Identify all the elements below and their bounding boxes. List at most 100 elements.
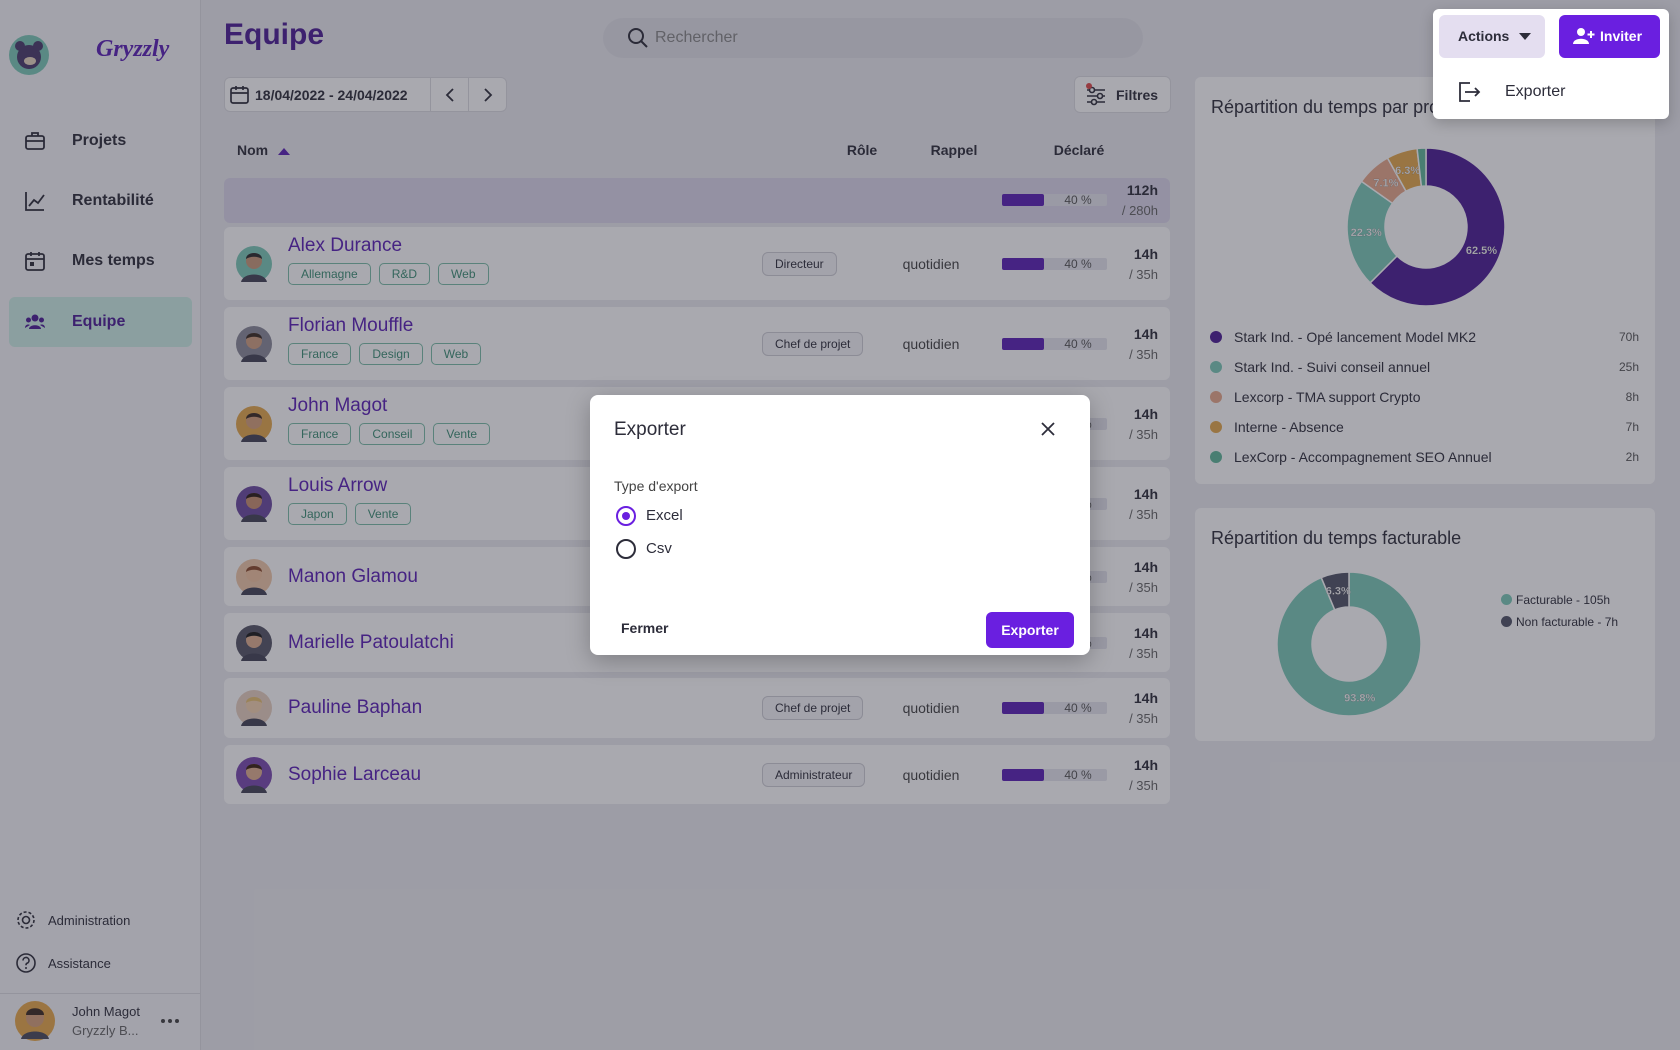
legend-hours: 2h bbox=[1625, 450, 1639, 464]
nav-label: Projets bbox=[72, 132, 127, 149]
tag-list: Japon Vente bbox=[288, 503, 419, 525]
tag-list: Allemagne R&D Web bbox=[288, 263, 497, 285]
footer-label: Assistance bbox=[48, 956, 111, 971]
filters-label: Filtres bbox=[1116, 87, 1159, 103]
member-name[interactable]: Louis Arrow bbox=[288, 475, 388, 496]
chart-title: Répartition du temps par projet bbox=[1211, 97, 1459, 117]
actions-menu: Actions Inviter Exporter bbox=[1433, 9, 1669, 119]
avatar bbox=[236, 405, 272, 442]
legend-dot bbox=[1501, 594, 1512, 605]
actions-button[interactable]: Actions bbox=[1439, 15, 1545, 58]
legend-dot bbox=[1210, 331, 1222, 343]
avatar-hair bbox=[246, 252, 262, 259]
declared: 14h bbox=[1133, 245, 1158, 262]
legend-dot bbox=[1210, 451, 1222, 463]
declared: 14h bbox=[1133, 325, 1158, 342]
progress-label: 40 % bbox=[1064, 336, 1092, 351]
column-header: Rappel bbox=[930, 142, 978, 158]
tag: France bbox=[288, 423, 352, 445]
avatar-hair bbox=[246, 412, 262, 419]
nav-item[interactable]: Equipe bbox=[9, 297, 192, 347]
radio[interactable] bbox=[616, 539, 636, 559]
declared: 14h bbox=[1133, 405, 1158, 422]
capacity: / 35h bbox=[1129, 711, 1158, 726]
capacity: / 35h bbox=[1129, 266, 1158, 282]
prev-button[interactable] bbox=[430, 78, 469, 111]
nav-item[interactable]: Rentabilité bbox=[9, 176, 192, 226]
invite-button[interactable]: Inviter bbox=[1559, 15, 1660, 58]
legend-label: Non facturable - 7h bbox=[1516, 615, 1619, 629]
avatar bbox=[236, 245, 272, 282]
avatar-body bbox=[241, 354, 267, 362]
radio-label[interactable]: Excel bbox=[646, 507, 683, 524]
progress-track bbox=[1002, 257, 1107, 270]
avatar bbox=[236, 558, 272, 595]
sidebar: Gryzzly Projets Rentabilité Mes temps Eq… bbox=[0, 0, 201, 1050]
member-name[interactable]: Alex Durance bbox=[288, 235, 403, 256]
member-name[interactable]: Pauline Baphan bbox=[288, 697, 423, 718]
column-header[interactable]: Nom bbox=[237, 142, 269, 158]
nav-label: Mes temps bbox=[72, 252, 155, 269]
progress-fill bbox=[1002, 337, 1044, 350]
reminder: quotidien bbox=[902, 766, 960, 783]
icon bbox=[16, 953, 36, 973]
more-button[interactable] bbox=[160, 1016, 180, 1026]
member-name[interactable]: Sophie Larceau bbox=[288, 763, 422, 785]
radio[interactable] bbox=[616, 506, 636, 526]
search-box[interactable]: Rechercher bbox=[603, 18, 1143, 58]
avatar bbox=[236, 624, 272, 661]
column-header: Rôle bbox=[846, 142, 878, 158]
logo bbox=[9, 35, 49, 75]
next-button[interactable] bbox=[468, 78, 507, 111]
capacity: / 35h bbox=[1129, 426, 1158, 442]
search-icon bbox=[628, 28, 648, 48]
member-name[interactable]: John Magot bbox=[288, 395, 388, 416]
tag-list: France Design Web bbox=[288, 343, 489, 365]
radio-label[interactable]: Csv bbox=[646, 540, 672, 557]
role-pill: Administrateur bbox=[762, 762, 866, 787]
progress-fill bbox=[1002, 194, 1044, 206]
date-range[interactable]: 18/04/2022 - 24/04/2022 bbox=[255, 87, 408, 103]
sort-arrow bbox=[278, 148, 290, 155]
avatar-hair bbox=[246, 631, 262, 638]
tag: Web bbox=[430, 343, 482, 365]
avatar-body bbox=[241, 274, 267, 282]
icon bbox=[25, 132, 45, 150]
progress-fill bbox=[1002, 768, 1044, 781]
footer-link[interactable]: Administration bbox=[15, 909, 130, 933]
capacity: / 35h bbox=[1129, 579, 1158, 595]
filters-button[interactable]: Filtres bbox=[1074, 76, 1171, 113]
role-pill: Chef de projet bbox=[762, 696, 864, 720]
submit-button[interactable]: Exporter bbox=[986, 612, 1074, 648]
avatar bbox=[236, 690, 272, 726]
legend-label: Stark Ind. - Suivi conseil annuel bbox=[1234, 359, 1431, 375]
legend-label: Facturable - 105h bbox=[1516, 593, 1611, 607]
close-button[interactable] bbox=[1040, 421, 1056, 437]
nav-item[interactable]: Mes temps bbox=[9, 236, 192, 286]
avatar-hair bbox=[246, 332, 262, 339]
export-modal: Exporter Type d'export Fermer Exporter E… bbox=[590, 395, 1090, 655]
declared: 14h bbox=[1133, 485, 1158, 502]
nav-item[interactable]: Projets bbox=[9, 116, 192, 166]
calendar-icon bbox=[230, 86, 249, 104]
avatar-body bbox=[241, 718, 267, 726]
member-name[interactable]: Manon Glamou bbox=[288, 565, 418, 587]
member-name[interactable]: Marielle Patoulatchi bbox=[288, 631, 454, 653]
user-company: Gryzzly B... bbox=[72, 1023, 139, 1038]
actions-label: Actions bbox=[1458, 28, 1510, 44]
tag-list: France Conseil Vente bbox=[288, 423, 498, 445]
capacity: / 35h bbox=[1129, 506, 1158, 522]
radio-dot bbox=[622, 512, 630, 520]
footer-link[interactable]: Assistance bbox=[15, 952, 111, 976]
member-name[interactable]: Florian Mouffle bbox=[288, 315, 414, 336]
export-icon bbox=[1459, 82, 1481, 102]
column-header: Déclaré bbox=[1053, 142, 1105, 158]
avatar bbox=[236, 485, 272, 522]
menu-item[interactable]: Exporter bbox=[1433, 71, 1669, 113]
declared: 14h bbox=[1133, 624, 1158, 641]
page-title: Equipe bbox=[224, 18, 325, 51]
tag: Allemagne bbox=[288, 263, 371, 285]
date-picker: 18/04/2022 - 24/04/2022 bbox=[224, 77, 507, 112]
cancel-button[interactable]: Fermer bbox=[621, 620, 669, 636]
